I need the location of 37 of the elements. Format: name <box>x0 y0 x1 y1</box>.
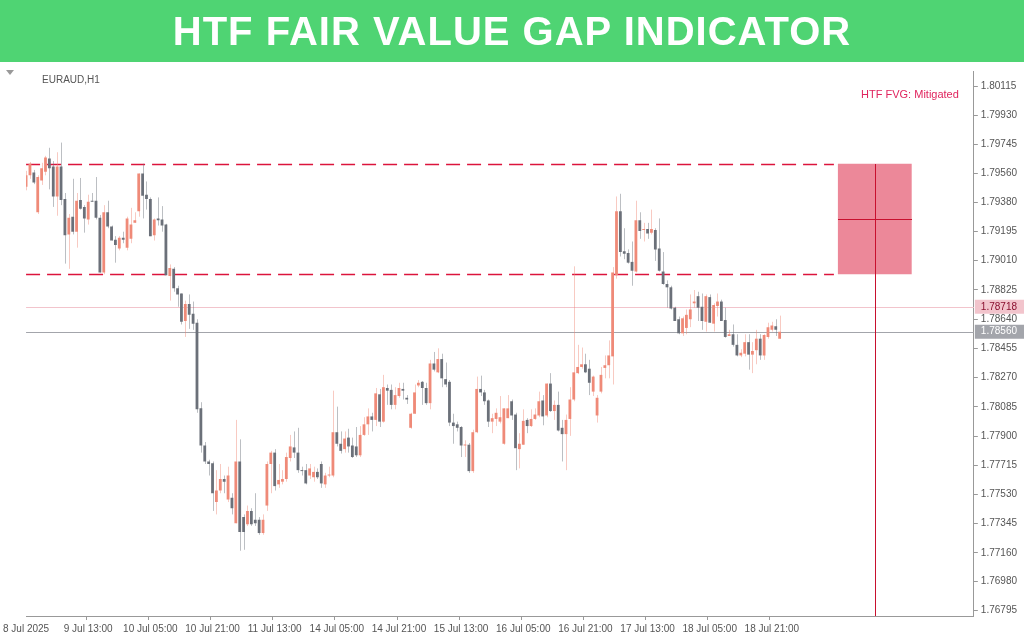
x-tick-label: 18 Jul 05:00 <box>682 622 738 634</box>
y-tick-label: 1.79195 <box>980 225 1018 237</box>
y-tick-label: 1.79010 <box>980 254 1018 266</box>
x-tick-label: 14 Jul 05:00 <box>309 622 365 634</box>
x-tick-label: 16 Jul 05:00 <box>496 622 551 634</box>
y-tick-label: 1.78270 <box>980 371 1018 383</box>
y-tick-label: 1.78455 <box>980 342 1018 354</box>
x-tick-label: 8 Jul 2025 <box>3 622 50 634</box>
y-tick-label: 1.77160 <box>980 546 1018 558</box>
y-tick-label: 1.78085 <box>980 400 1018 412</box>
chart-subtitle: EURAUD,H1 <box>42 73 101 85</box>
x-tick-label: 9 Jul 13:00 <box>63 622 114 634</box>
y-tick-label: 1.80115 <box>980 79 1017 91</box>
y-tick-label: 1.76980 <box>980 575 1018 587</box>
y-tick-label: 1.77345 <box>980 517 1018 529</box>
x-tick-label: 14 Jul 21:00 <box>371 622 427 634</box>
ref-line-label: 1.78718 <box>980 300 1018 312</box>
x-tick-label: 17 Jul 13:00 <box>620 622 676 634</box>
x-tick-label: 18 Jul 21:00 <box>744 622 800 634</box>
x-tick-label: 16 Jul 21:00 <box>558 622 614 634</box>
y-tick-label: 1.77900 <box>980 429 1018 441</box>
y-tick-label: 1.76795 <box>980 604 1018 616</box>
y-tick-label: 1.77530 <box>980 488 1018 500</box>
y-tick-label: 1.79560 <box>980 167 1018 179</box>
y-tick-label: 1.79745 <box>980 138 1018 150</box>
ref-line-label: 1.78560 <box>980 325 1018 337</box>
x-tick-label: 11 Jul 13:00 <box>247 622 302 634</box>
y-tick-label: 1.79380 <box>980 195 1018 207</box>
x-tick-label: 15 Jul 13:00 <box>433 622 489 634</box>
y-tick-label: 1.77715 <box>980 459 1018 470</box>
y-tick-label: 1.79930 <box>980 108 1018 120</box>
x-tick-label: 10 Jul 21:00 <box>185 622 241 634</box>
chart-title: HTF FAIR VALUE GAP INDICATOR <box>0 0 1024 62</box>
x-tick-label: 10 Jul 05:00 <box>123 622 179 634</box>
annotation: HTF FVG: Mitigated <box>861 88 959 101</box>
y-tick-label: 1.78640 <box>980 312 1018 324</box>
y-tick-label: 1.78825 <box>980 283 1018 295</box>
